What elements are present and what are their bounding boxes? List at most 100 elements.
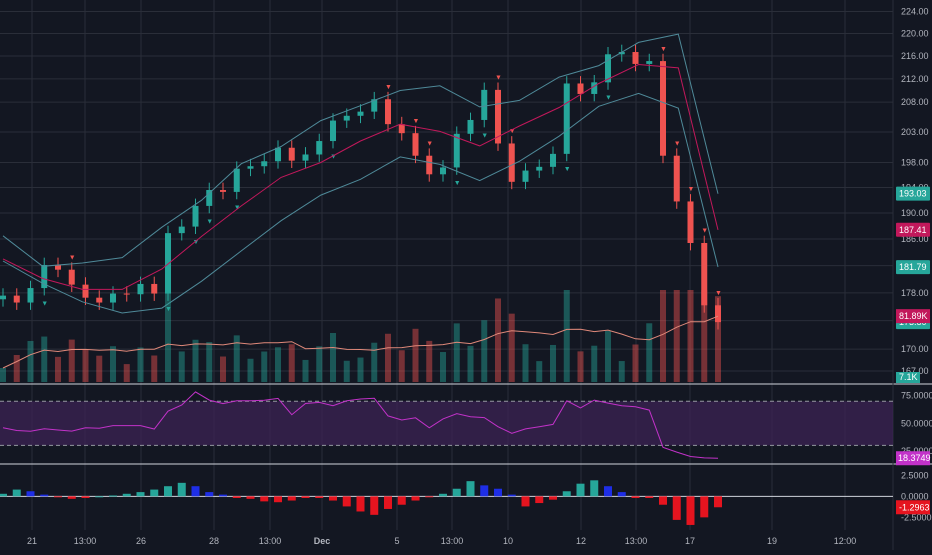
- candle-body: [192, 205, 199, 227]
- volume-bar: [646, 323, 653, 382]
- signal-marker: ▼: [674, 140, 681, 147]
- volume-bar: [288, 344, 295, 382]
- candle-body: [453, 133, 460, 168]
- price-badge-label: 193.03: [899, 189, 927, 199]
- macd-bar: [81, 496, 90, 498]
- macd-badge-label: -1.2963: [899, 502, 930, 512]
- x-tick-label: 12:00: [834, 536, 857, 546]
- x-tick-label: 17: [685, 536, 695, 546]
- x-tick-label: 13:00: [441, 536, 464, 546]
- signal-marker: ▼: [701, 228, 708, 235]
- volume-bar: [165, 290, 171, 382]
- volume-bar: [302, 359, 309, 382]
- candles-group: ▼ ▼ ▼ ▼ ▼ ▼ ▼ ▼ ▼ ▼ ▼ ▼ ▼ ▼ ▼ ▼ ▼ ▼ ▼ ▼ ▼: [0, 44, 722, 330]
- price-tick-label: 212.00: [901, 74, 929, 84]
- candle-body: [398, 124, 405, 134]
- macd-bar: [12, 489, 21, 497]
- volume-bar: [577, 351, 584, 382]
- macd-bar: [26, 491, 35, 497]
- volume-bar: [343, 360, 350, 382]
- volume-bar: [426, 340, 433, 382]
- volume-bar: [0, 368, 6, 382]
- x-tick-label: 13:00: [259, 536, 282, 546]
- macd-bar: [521, 496, 530, 507]
- rsi-badge: [896, 451, 930, 466]
- signal-marker: ▼: [605, 95, 612, 102]
- macd-bar: [177, 482, 186, 497]
- volume-bar: [467, 345, 474, 382]
- candle-body: [357, 111, 364, 116]
- volume-ma-line: [2, 315, 719, 369]
- candle-body: [412, 133, 419, 156]
- macd-bar: [287, 496, 296, 501]
- signal-marker: ▼: [206, 218, 213, 225]
- macd-bar: [384, 496, 392, 509]
- macd-bar: [246, 496, 255, 499]
- price-tick-label: 220.00: [901, 29, 929, 39]
- candle-body: [591, 82, 598, 94]
- candle-body: [618, 52, 625, 55]
- candle-body: [343, 115, 350, 121]
- signal-marker: ▼: [385, 84, 392, 91]
- volume-badge: [896, 372, 920, 383]
- candle-body: [481, 89, 488, 120]
- candle-body: [426, 155, 433, 175]
- macd-bar: [604, 486, 612, 497]
- candle-body: [27, 288, 34, 303]
- volume-bar: [715, 296, 721, 382]
- volume-bar: [412, 328, 419, 382]
- price-tick-label: 190.00: [901, 208, 929, 218]
- macd-bar: [659, 496, 667, 505]
- volume-bar: [330, 333, 336, 382]
- volume-bar: [261, 351, 268, 382]
- volume-ma-badge-label: 81.89K: [899, 311, 928, 321]
- signal-marker: ▼: [330, 153, 337, 160]
- macd-bar: [315, 496, 324, 498]
- candle-body: [371, 99, 378, 112]
- signal-marker: ▼: [454, 180, 461, 187]
- signal-marker: ▼: [715, 290, 722, 297]
- signal-marker: ▼: [41, 300, 48, 307]
- rsi-line: [2, 391, 719, 459]
- candle-body: [577, 83, 584, 94]
- volume-bar: [41, 336, 48, 382]
- macd-tick-label: 0.0000: [901, 491, 929, 501]
- macd-bar: [260, 496, 269, 502]
- volume-bar: [27, 340, 34, 382]
- volume-bar: [13, 354, 20, 382]
- candle-body: [178, 226, 185, 234]
- signal-marker: ▼: [426, 140, 433, 147]
- volume-bar: [151, 355, 158, 382]
- candle-body: [673, 155, 680, 202]
- macd-bar: [232, 496, 241, 498]
- candle-body: [563, 83, 570, 154]
- candle-body: [302, 154, 309, 161]
- volume-bar: [123, 364, 130, 382]
- volume-bar: [55, 356, 61, 382]
- bollinger-basis-line: [2, 63, 719, 290]
- macd-bar: [562, 491, 571, 497]
- macd-bar: [439, 493, 447, 497]
- price-tick-label: 203.00: [901, 127, 929, 137]
- candle-body: [123, 293, 130, 295]
- volume-bar: [68, 339, 75, 382]
- macd-bar: [452, 488, 461, 497]
- x-tick-label: 21: [27, 536, 37, 546]
- macd-bar: [54, 496, 62, 498]
- macd-bar: [535, 496, 544, 504]
- x-tick-label: 5: [394, 536, 399, 546]
- volume-bar: [247, 358, 254, 382]
- price-badge-label: 181.79: [899, 262, 927, 272]
- rsi-band: [0, 401, 893, 446]
- volume-bar: [206, 342, 213, 382]
- x-tick-label: Dec: [314, 536, 331, 546]
- rsi-badge-label: 18.3749: [898, 453, 931, 463]
- candle-body: [0, 295, 6, 300]
- macd-bar: [109, 495, 117, 497]
- volume-bar: [591, 345, 598, 382]
- price-tick-label: 198.00: [901, 157, 929, 167]
- candle-body: [467, 119, 474, 134]
- candle-body: [206, 190, 213, 206]
